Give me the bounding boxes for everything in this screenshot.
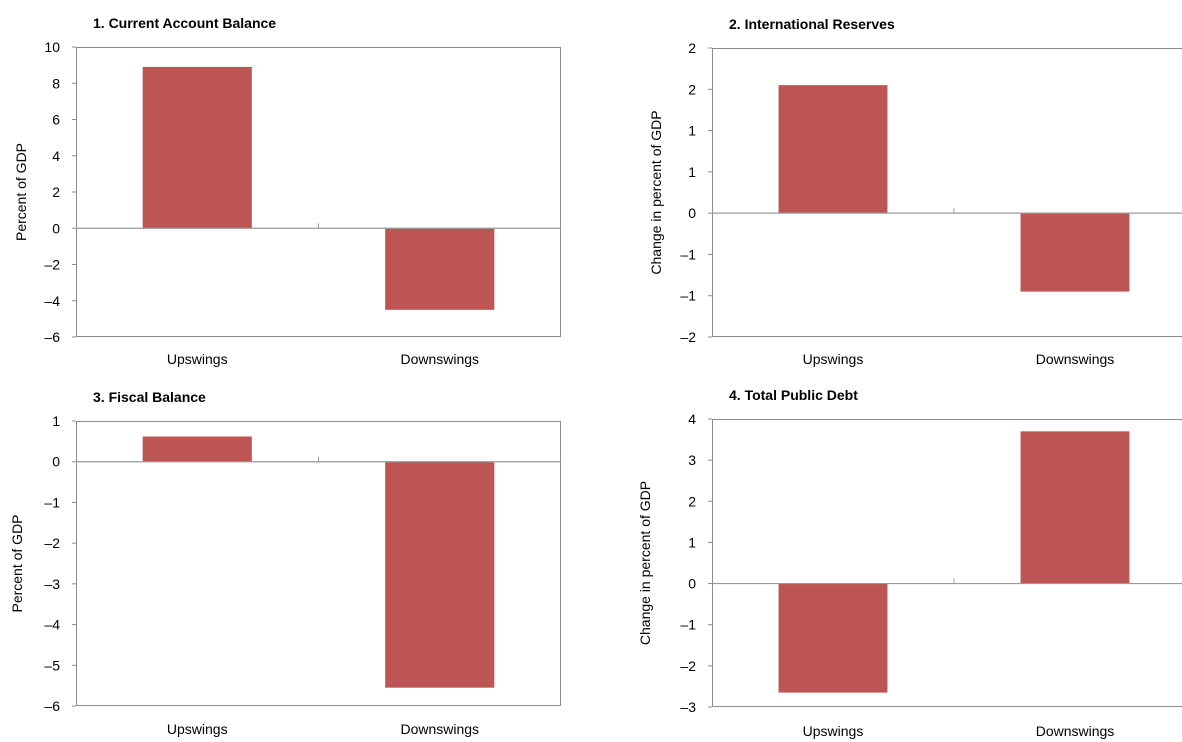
y-tick-label: –1 (680, 617, 696, 633)
y-tick-label: 0 (52, 454, 60, 470)
y-tick-label: 2 (52, 184, 60, 200)
chart-title: 1. Current Account Balance (93, 15, 276, 31)
y-tick-label: 8 (52, 75, 60, 91)
y-tick-label: 1 (688, 534, 696, 550)
y-tick-label: 1 (688, 123, 696, 139)
y-tick-label: –2 (44, 257, 60, 273)
chart-panel-1: 1. Current Account Balance –6 –4 –2 0 2 4 6 8 10 P… (13, 15, 561, 367)
bar-downswings (1020, 213, 1130, 292)
y-tick-label: –2 (680, 658, 696, 674)
bar-upswings (778, 85, 888, 214)
y-tick-label: 2 (688, 81, 696, 97)
y-axis-label: Change in percent of GDP (648, 110, 664, 274)
y-tick-label: 3 (688, 452, 696, 468)
chart-title: 4. Total Public Debt (729, 387, 858, 403)
y-tick-label: –6 (44, 698, 60, 714)
bar-upswings (142, 436, 252, 462)
chart-title: 3. Fiscal Balance (93, 389, 206, 405)
y-tick-label: –1 (680, 288, 696, 304)
y-tick-label: 4 (52, 148, 60, 164)
category-label: Upswings (167, 721, 228, 737)
y-tick-label: –6 (44, 329, 60, 345)
y-tick-label: –3 (680, 699, 696, 715)
y-tick-label: –3 (44, 576, 60, 592)
chart-panel-4: 4. Total Public Debt –3 –2 –1 0 1 2 3 4 Change in… (637, 387, 1182, 739)
bar-upswings (142, 66, 252, 229)
plot-frame (76, 47, 561, 337)
y-tick-label: –4 (44, 617, 60, 633)
plot-frame (76, 421, 561, 706)
y-tick-label: 2 (688, 40, 696, 56)
y-tick-label: –5 (44, 657, 60, 673)
category-label: Downswings (1036, 351, 1115, 367)
bar-downswings (385, 461, 495, 688)
y-tick-label: 2 (688, 493, 696, 509)
category-label: Downswings (400, 721, 479, 737)
y-tick-label: 1 (688, 164, 696, 180)
y-tick-label: 0 (688, 576, 696, 592)
y-axis-label: Change in percent of GDP (637, 481, 653, 645)
y-axis-label: Percent of GDP (9, 514, 25, 612)
y-tick-label: –2 (44, 535, 60, 551)
y-tick-label: 1 (52, 413, 60, 429)
bar-upswings (778, 583, 888, 693)
y-tick-label: 0 (688, 205, 696, 221)
y-tick-label: 6 (52, 112, 60, 128)
y-tick-label: 4 (688, 411, 696, 427)
plot-frame (712, 48, 1182, 337)
category-label: Upswings (803, 723, 864, 739)
category-label: Upswings (803, 351, 864, 367)
y-tick-label: –1 (680, 246, 696, 262)
bar-downswings (1020, 431, 1130, 584)
chart-title: 2. International Reserves (729, 16, 895, 32)
y-tick-label: 0 (52, 220, 60, 236)
y-axis-label: Percent of GDP (13, 143, 29, 241)
category-label: Upswings (167, 351, 228, 367)
bar-downswings (385, 228, 495, 310)
plot-frame (712, 419, 1182, 707)
category-label: Downswings (1036, 723, 1115, 739)
y-tick-label: –4 (44, 293, 60, 309)
chart-panel-3: 3. Fiscal Balance –6 –5 –4 –3 –2 –1 0 1 Percent o… (9, 389, 561, 737)
y-tick-label: 10 (44, 39, 60, 55)
chart-panel-2: 2. International Reserves –2 –1 –1 0 1 1 2 2 Chan… (648, 16, 1182, 367)
y-tick-label: –2 (680, 329, 696, 345)
category-label: Downswings (400, 351, 479, 367)
y-tick-label: –1 (44, 494, 60, 510)
